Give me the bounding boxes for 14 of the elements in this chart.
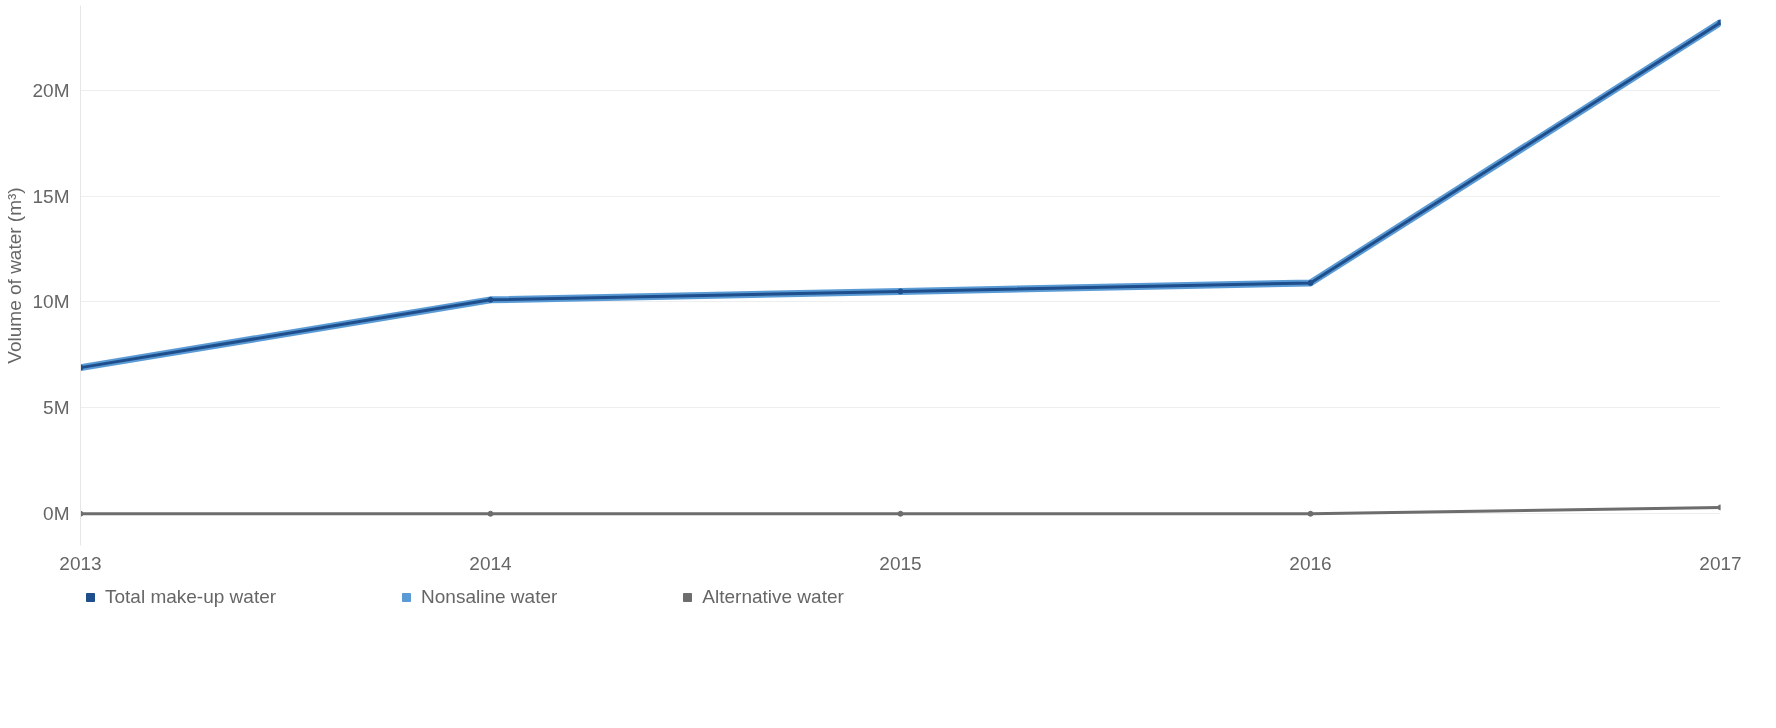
- y-tick-label: 15M: [32, 185, 70, 207]
- legend-label: Alternative water: [702, 586, 844, 608]
- x-tick-label: 2017: [1699, 552, 1742, 574]
- legend-label: Total make-up water: [105, 586, 277, 608]
- y-tick-label: 20M: [32, 79, 70, 101]
- legend-label: Nonsaline water: [421, 586, 558, 608]
- x-tick-label: 2016: [1289, 552, 1332, 574]
- y-tick-label: 0M: [43, 503, 70, 525]
- y-axis-title: Volume of water (m³): [3, 187, 25, 364]
- x-tick-label: 2014: [469, 552, 513, 574]
- x-tick-label: 2015: [879, 552, 922, 574]
- x-tick-label: 2013: [59, 552, 102, 574]
- y-tick-label: 10M: [32, 291, 70, 313]
- y-tick-label: 5M: [43, 397, 70, 419]
